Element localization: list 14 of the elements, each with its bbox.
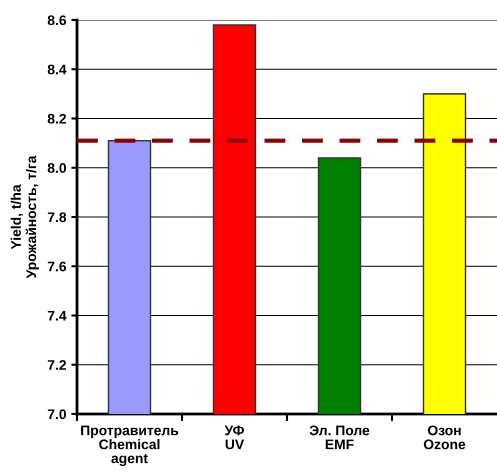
x-tick-label: УФ UV bbox=[224, 426, 244, 450]
y-tick-label: 7.2 bbox=[48, 360, 66, 370]
y-tick-label: 8.0 bbox=[48, 163, 66, 173]
x-tick-label: Протравитель Chemical agent bbox=[81, 426, 178, 466]
y-axis-title: Yield, t/ha Урожайность, т/га bbox=[10, 156, 39, 278]
y-tick-label: 8.6 bbox=[48, 15, 66, 26]
y-tick-label: 7.8 bbox=[48, 212, 66, 222]
x-tick-label: Озон Ozone bbox=[424, 425, 466, 450]
y-tick-label: 7.6 bbox=[48, 262, 66, 272]
y-tick-label: 7.0 bbox=[48, 409, 66, 420]
y-tick-label: 8.4 bbox=[48, 64, 67, 74]
y-tick-label: 8.2 bbox=[48, 114, 66, 124]
x-tick-label: Эл. Поле EMF bbox=[310, 425, 370, 450]
y-tick-label: 7.4 bbox=[48, 310, 67, 321]
